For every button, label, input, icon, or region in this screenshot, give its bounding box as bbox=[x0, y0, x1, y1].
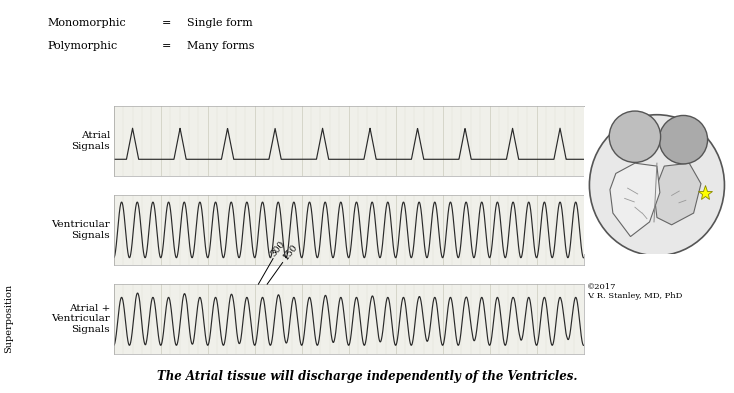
Ellipse shape bbox=[589, 115, 724, 256]
Text: Many forms: Many forms bbox=[187, 41, 255, 51]
Polygon shape bbox=[610, 163, 660, 237]
Text: Superposition: Superposition bbox=[4, 285, 13, 353]
Text: Ventricular
Signals: Ventricular Signals bbox=[51, 220, 110, 240]
Polygon shape bbox=[654, 163, 701, 225]
Text: ©2017
V. R. Stanley, MD, PhD: ©2017 V. R. Stanley, MD, PhD bbox=[587, 283, 683, 300]
Text: =: = bbox=[161, 41, 171, 51]
Text: Polymorphic: Polymorphic bbox=[48, 41, 118, 51]
Text: Monomorphic: Monomorphic bbox=[48, 18, 126, 28]
Text: Atrial +
Ventricular
Signals: Atrial + Ventricular Signals bbox=[51, 304, 110, 334]
Text: Single form: Single form bbox=[187, 18, 253, 28]
Circle shape bbox=[609, 111, 661, 162]
Text: 150: 150 bbox=[281, 242, 299, 262]
Text: The Atrial tissue will discharge independently of the Ventricles.: The Atrial tissue will discharge indepen… bbox=[157, 370, 577, 383]
Text: 300: 300 bbox=[269, 239, 287, 258]
Circle shape bbox=[659, 116, 708, 164]
Text: =: = bbox=[161, 18, 171, 28]
Text: Atrial
Signals: Atrial Signals bbox=[71, 131, 110, 151]
